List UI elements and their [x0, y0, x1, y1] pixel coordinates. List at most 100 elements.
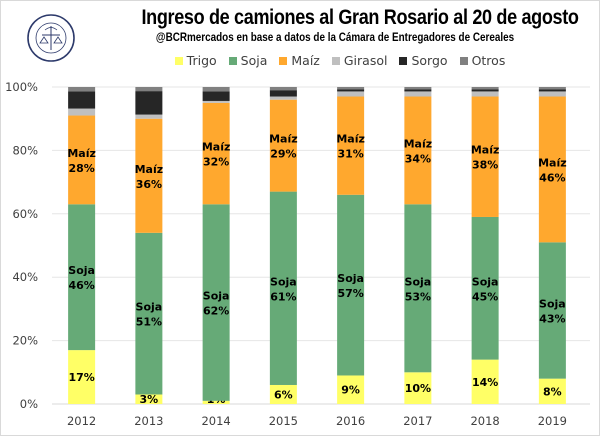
data-label-value: 9%	[341, 384, 360, 397]
data-label-value: 8%	[543, 385, 562, 398]
data-label-value: 31%	[337, 148, 363, 161]
bar-segment-trigo-2015	[269, 384, 297, 404]
legend-item-maiz: Maíz	[279, 53, 320, 68]
bar-segment-trigo-2016	[337, 375, 365, 404]
y-tick-label: 20%	[12, 334, 38, 348]
bar-segment-soja-2013	[135, 232, 163, 395]
bar-segment-soja-2018	[471, 216, 499, 360]
bar-segment-maiz-2019	[538, 96, 566, 243]
legend-swatch	[174, 56, 183, 65]
bar-segment-maiz-2016	[337, 96, 365, 195]
bar-segment-sorgo-2017	[404, 89, 432, 92]
bar-segment-trigo-2014	[202, 400, 230, 404]
legend-swatch	[228, 56, 237, 65]
bar-segment-soja-2019	[538, 242, 566, 379]
y-tick-label: 40%	[12, 270, 38, 284]
data-label-value: 10%	[405, 382, 431, 395]
data-label-value: 61%	[270, 290, 296, 303]
bar-segment-otros-2018	[471, 87, 499, 90]
data-label-series: Maíz	[471, 144, 500, 157]
data-label-value: 32%	[203, 156, 229, 169]
data-label-value: 28%	[68, 162, 94, 175]
bar-segment-trigo-2018	[471, 359, 499, 404]
bar-segment-sorgo-2014	[202, 91, 230, 101]
bar-segment-maiz-2015	[269, 99, 297, 192]
data-label-series: Maíz	[202, 141, 231, 154]
data-label-series: Maíz	[538, 156, 567, 169]
legend-swatch	[331, 56, 340, 65]
bar-segment-maiz-2017	[404, 96, 432, 205]
x-tick-label: 2017	[403, 414, 432, 428]
bar-segment-girasol-2014	[202, 100, 230, 103]
data-label-series: Soja	[405, 275, 432, 288]
bcr-logo	[27, 14, 75, 62]
bar-segment-soja-2014	[202, 204, 230, 401]
data-label-series: Maíz	[135, 163, 164, 176]
x-tick-label: 2015	[269, 414, 298, 428]
data-label-series: Soja	[337, 272, 364, 285]
data-label-series: Soja	[136, 301, 163, 314]
chart-title: Ingreso de camiones al Gran Rosario al 2…	[141, 6, 579, 29]
bar-segment-girasol-2013	[135, 114, 163, 119]
bar-segment-soja-2012	[68, 204, 96, 351]
chart-legend: Trigo Soja Maíz Girasol Sorgo Otros	[140, 53, 540, 68]
bar-segment-girasol-2012	[68, 108, 96, 116]
legend-label: Soja	[240, 53, 268, 68]
data-label-value: 57%	[337, 287, 363, 300]
data-label-series: Soja	[270, 275, 297, 288]
data-label-value: 38%	[472, 159, 498, 172]
bar-segment-maiz-2014	[202, 102, 230, 205]
bar-segment-sorgo-2016	[337, 89, 365, 92]
x-tick-label: 2019	[538, 414, 567, 428]
legend-item-sorgo: Sorgo	[399, 53, 448, 68]
bar-segment-otros-2012	[68, 87, 96, 92]
data-label-value: 46%	[68, 279, 94, 292]
bar-segment-otros-2017	[404, 87, 432, 90]
bar-segment-girasol-2019	[538, 91, 566, 97]
legend-swatch	[399, 56, 408, 65]
bar-segment-soja-2017	[404, 204, 432, 373]
legend-label: Maíz	[291, 53, 320, 68]
x-tick-label: 2013	[134, 414, 163, 428]
bar-segment-otros-2014	[202, 87, 230, 92]
y-tick-label: 60%	[12, 207, 38, 221]
data-label-value: 53%	[405, 290, 431, 303]
legend-item-otros: Otros	[459, 53, 506, 68]
legend-label: Sorgo	[411, 53, 448, 68]
data-label-series: Soja	[68, 264, 95, 277]
legend-item-girasol: Girasol	[331, 53, 387, 68]
bar-segment-otros-2013	[135, 87, 163, 92]
x-tick-label: 2012	[67, 414, 96, 428]
bar-segment-sorgo-2015	[269, 90, 297, 97]
data-label-series: Maíz	[67, 147, 96, 160]
bar-segment-trigo-2012	[68, 350, 96, 404]
bar-segment-otros-2015	[269, 87, 297, 91]
bar-segment-girasol-2018	[471, 91, 499, 97]
bar-segment-sorgo-2018	[471, 89, 499, 92]
data-label-series: Soja	[472, 275, 499, 288]
data-label-value: 62%	[203, 305, 229, 318]
legend-swatch	[279, 56, 288, 65]
legend-label: Otros	[471, 53, 506, 68]
bar-segment-girasol-2015	[269, 96, 297, 100]
bar-segment-girasol-2016	[337, 91, 365, 97]
bar-segment-maiz-2012	[68, 115, 96, 205]
y-tick-label: 80%	[12, 143, 38, 157]
data-label-value: 46%	[539, 171, 565, 184]
data-label-series: Maíz	[269, 133, 298, 146]
legend-label: Trigo	[186, 53, 217, 68]
data-label-value: 51%	[136, 316, 162, 329]
bar-segment-soja-2015	[269, 191, 297, 385]
data-label-series: Maíz	[336, 133, 365, 146]
legend-item-trigo: Trigo	[174, 53, 217, 68]
data-label-series: Soja	[539, 297, 566, 310]
legend-item-soja: Soja	[228, 53, 268, 68]
legend-swatch	[459, 56, 468, 65]
bar-segment-sorgo-2019	[538, 89, 566, 92]
bar-segment-soja-2016	[337, 194, 365, 376]
x-tick-label: 2014	[201, 414, 230, 428]
bar-segment-girasol-2017	[404, 91, 432, 97]
data-label-value: 3%	[140, 393, 159, 406]
data-label-value: 43%	[539, 312, 565, 325]
